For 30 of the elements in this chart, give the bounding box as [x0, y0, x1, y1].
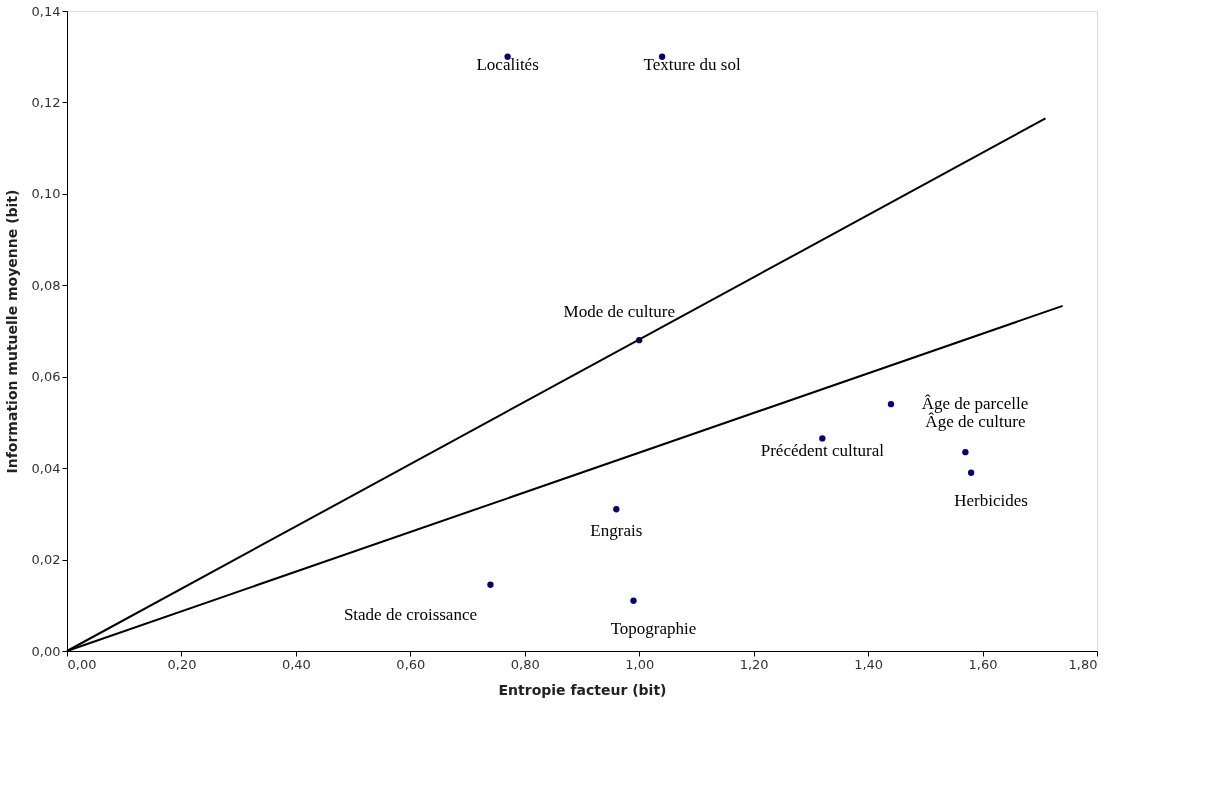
annotation: Âge de culture	[925, 412, 1026, 432]
x-tick-label: 0,40	[281, 656, 311, 672]
annotation: Mode de culture	[563, 302, 675, 322]
y-tick-label: 0,10	[31, 186, 61, 202]
y-axis-title: Information mutuelle moyenne (bit)	[3, 189, 20, 474]
x-tick-label: 1,20	[739, 656, 769, 672]
annotation: Localités	[476, 54, 539, 74]
y-tick-label: 0,02	[31, 552, 61, 568]
x-tick-label: 0,80	[510, 656, 540, 672]
annotation: Topographie	[610, 618, 697, 638]
x-tick-label: 0,00	[67, 656, 97, 672]
x-tick-label: 0,60	[396, 656, 426, 672]
x-tick-label: 1,80	[1068, 656, 1098, 672]
y-tick-label: 0,06	[31, 369, 61, 385]
annotation: Engrais	[590, 521, 643, 541]
y-tick-label: 0,04	[31, 460, 61, 476]
annotation: Précédent cultural	[760, 441, 885, 461]
x-tick-label: 1,00	[625, 656, 655, 672]
annotation: Texture du sol	[643, 54, 741, 74]
annotation: Âge de parcelle	[921, 394, 1029, 414]
annotation: Stade de croissance	[343, 604, 478, 624]
y-tick-label: 0,08	[31, 277, 61, 293]
x-tick-label: 0,20	[167, 656, 197, 672]
y-tick-label: 0,14	[31, 3, 61, 19]
y-tick-label: 0,12	[31, 94, 61, 110]
x-tick-label: 1,60	[968, 656, 998, 672]
annotation: Herbicides	[954, 490, 1028, 510]
x-tick-label: 1,40	[854, 656, 884, 672]
x-axis-title: Entropie facteur (bit)	[498, 681, 667, 698]
y-tick-label: 0,00	[31, 643, 61, 659]
